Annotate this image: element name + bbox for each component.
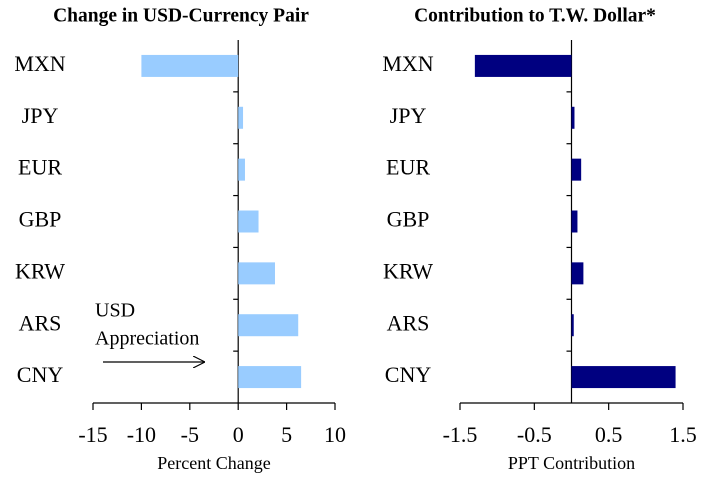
x-tick-label: -5 [181, 422, 199, 447]
x-axis-label: Percent Change [157, 453, 270, 473]
bar [238, 210, 259, 233]
y-tick-label: JPY [22, 103, 59, 128]
bar [571, 262, 584, 285]
x-tick-label: 1.5 [669, 422, 697, 447]
y-tick-label: GBP [387, 207, 430, 232]
y-tick-label: CNY [385, 362, 432, 387]
bar [571, 314, 574, 337]
chart-title: Contribution to T.W. Dollar* [414, 5, 656, 26]
y-tick-label: KRW [383, 258, 433, 283]
y-tick-label: MXN [382, 51, 433, 76]
annotation: USD [95, 300, 135, 322]
x-tick-label: -1.5 [443, 422, 478, 447]
bar [238, 314, 299, 337]
y-tick-label: MXN [14, 51, 65, 76]
y-tick-label: ARS [387, 310, 430, 335]
y-tick-label: KRW [15, 258, 65, 283]
y-tick-label: GBP [19, 207, 62, 232]
x-tick-label: -10 [127, 422, 156, 447]
bar [141, 54, 239, 77]
y-tick-label: ARS [19, 310, 62, 335]
annotation: Appreciation [95, 328, 199, 350]
x-axis-label: PPT Contribution [508, 453, 635, 473]
bar [474, 54, 572, 77]
x-tick-label: 5 [281, 422, 292, 447]
bar [238, 262, 275, 285]
y-tick-label: JPY [390, 103, 427, 128]
x-tick-label: 0 [233, 422, 244, 447]
x-tick-label: 10 [324, 422, 346, 447]
y-tick-label: EUR [18, 155, 62, 180]
x-tick-label: -0.5 [517, 422, 552, 447]
bar [238, 366, 302, 389]
bar [238, 158, 245, 181]
bar [571, 210, 578, 233]
bar [571, 106, 575, 129]
x-tick-label: -15 [78, 422, 107, 447]
bar [571, 366, 676, 389]
bar [571, 158, 582, 181]
x-tick-label: 0.5 [595, 422, 623, 447]
y-tick-label: EUR [386, 155, 430, 180]
bar [238, 106, 244, 129]
y-tick-label: CNY [17, 362, 64, 387]
chart-title: Change in USD-Currency Pair [53, 5, 309, 26]
